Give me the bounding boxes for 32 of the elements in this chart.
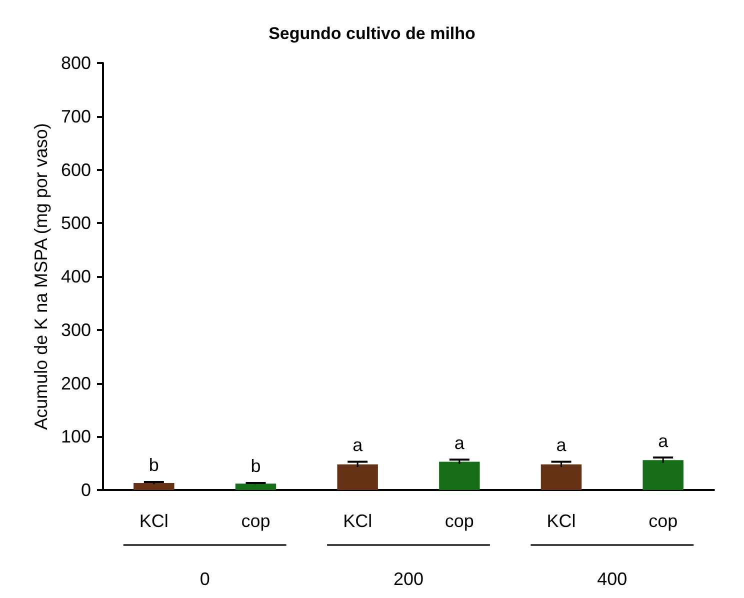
chart-title: Segundo cultivo de milho xyxy=(268,24,476,43)
y-tick-label: 500 xyxy=(60,213,91,234)
data-label: a xyxy=(556,435,568,456)
x-tick-label: cop xyxy=(648,511,678,531)
data-label: b xyxy=(148,455,159,476)
y-axis-title: Acumulo de K na MSPA (mg por vaso) xyxy=(31,123,52,430)
y-tick-label: 200 xyxy=(60,373,91,394)
y-tick-label: 0 xyxy=(80,480,91,500)
data-label: a xyxy=(658,430,670,451)
x-tick-label: KCl xyxy=(343,511,372,531)
x-tick-label: KCl xyxy=(139,511,168,531)
y-tick-label: 600 xyxy=(60,160,91,180)
x-tick-label: KCl xyxy=(546,511,576,531)
bar xyxy=(439,462,480,490)
y-tick-label: 800 xyxy=(60,53,91,73)
bar xyxy=(235,484,276,490)
x-tick-label: cop xyxy=(241,511,270,531)
bar xyxy=(134,483,174,490)
data-label: b xyxy=(250,456,261,476)
bar xyxy=(642,460,684,490)
text: 0 xyxy=(200,569,210,589)
data-label: a xyxy=(352,435,364,456)
data-label: a xyxy=(454,432,466,453)
x-tick-label: cop xyxy=(444,511,474,531)
y-tick-label: 700 xyxy=(60,106,91,126)
y-tick-label: 300 xyxy=(60,320,91,340)
bar xyxy=(540,464,582,490)
bar xyxy=(337,464,378,490)
text: 400 xyxy=(597,569,628,589)
text: 200 xyxy=(393,569,424,589)
y-tick-label: 400 xyxy=(60,266,91,286)
y-tick-label: 100 xyxy=(60,426,91,447)
